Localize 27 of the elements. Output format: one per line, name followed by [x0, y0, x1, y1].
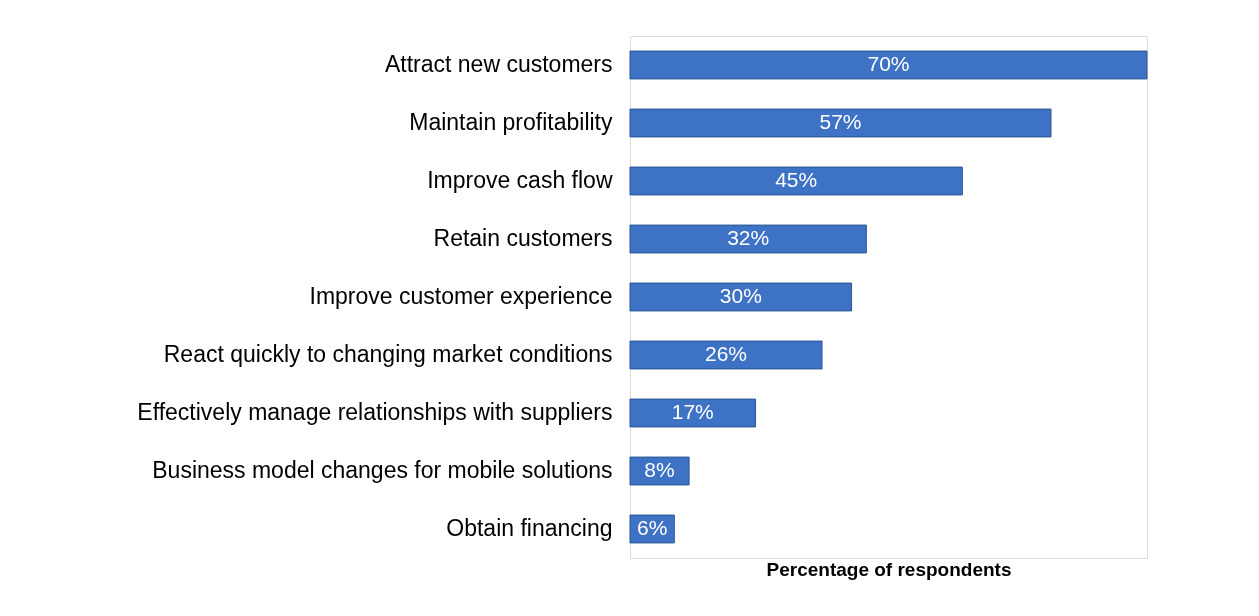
data-label: 6%: [636, 516, 668, 539]
data-label: 8%: [644, 458, 675, 481]
bar: [629, 340, 823, 370]
data-label: 30%: [719, 284, 762, 307]
data-label: 57%: [819, 110, 862, 133]
bar: [629, 166, 963, 196]
y-tick-label: Improve cash flow: [427, 167, 613, 193]
y-tick-label: Maintain profitability: [409, 109, 613, 135]
y-tick-label: React quickly to changing market conditions: [163, 341, 613, 367]
bar: [629, 398, 757, 428]
data-label: 32%: [727, 226, 770, 249]
y-tick-label: Business model changes for mobile solutions: [152, 457, 613, 483]
data-label: 70%: [867, 52, 910, 75]
bar: [629, 50, 1148, 80]
y-tick-label: Retain customers: [433, 225, 613, 251]
data-label: 26%: [705, 342, 748, 365]
bar: [629, 456, 690, 486]
y-tick-label: Obtain financing: [446, 515, 613, 541]
data-label: 45%: [775, 168, 818, 191]
x-axis-title: Percentage of respondents: [766, 558, 1012, 580]
y-tick-label: Attract new customers: [384, 51, 613, 77]
bar: [629, 282, 853, 312]
y-tick-label: Effectively manage relationships with suppliers: [137, 399, 613, 425]
bar: [629, 108, 1052, 138]
data-label: 17%: [671, 400, 714, 423]
y-tick-label: Improve customer experience: [309, 283, 613, 309]
bar: [629, 224, 867, 254]
